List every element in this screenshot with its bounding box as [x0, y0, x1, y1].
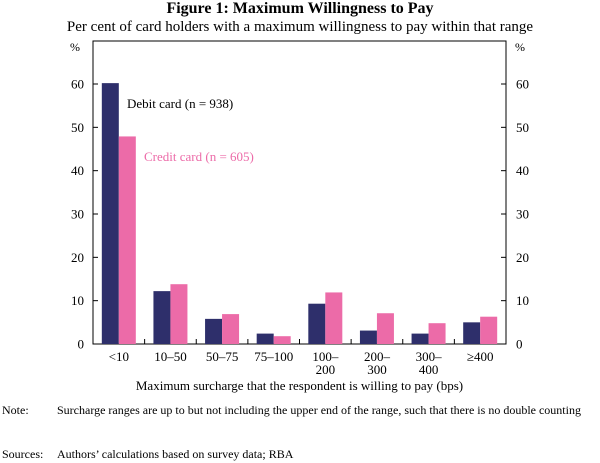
chart-title: Figure 1: Maximum Willingness to Pay	[166, 0, 434, 17]
x-tick-label: 200	[316, 362, 336, 377]
y-tick-label-right: 40	[516, 163, 529, 178]
y-unit-label-right: %	[515, 40, 525, 54]
bar-chart: 0 0 10 10 20 20 30 30 40 40 50 50 60 60% % <10 10–50 50–7…	[70, 40, 529, 393]
y-tick-label-right: 60	[516, 77, 529, 92]
note-label: Note:	[2, 403, 29, 417]
x-tick-label: 100–	[312, 349, 339, 364]
bar-credit-card	[222, 314, 240, 344]
bar-debit-card	[411, 333, 429, 344]
bar-credit-card	[170, 284, 188, 344]
y-tick-label-left: 30	[71, 207, 84, 222]
bar-credit-card	[118, 136, 136, 344]
x-tick-label: 200–	[364, 349, 391, 364]
bar-credit-card	[273, 336, 291, 344]
y-tick-label-left: 50	[71, 120, 84, 135]
y-tick-label-right: 30	[516, 207, 529, 222]
x-tick-label: 400	[419, 362, 439, 377]
bar-credit-card	[376, 313, 394, 344]
bar-debit-card	[153, 291, 171, 344]
y-tick-label-left: 40	[71, 163, 84, 178]
bar-debit-card	[359, 330, 377, 344]
bar-debit-card	[463, 322, 481, 344]
x-tick-label: 300	[367, 362, 387, 377]
x-tick-label: 300–	[416, 349, 443, 364]
y-tick-label-right: 20	[516, 250, 529, 265]
bar-debit-card	[308, 303, 326, 344]
bar-credit-card	[428, 323, 446, 344]
x-tick-label: 50–75	[206, 349, 239, 364]
bar-debit-card	[256, 333, 274, 344]
y-tick-label-left: 10	[71, 293, 84, 308]
note-text: Surcharge ranges are up to but not inclu…	[57, 403, 581, 417]
x-tick-label: 10–50	[154, 349, 187, 364]
sources-text: Authors’ calculations based on survey da…	[57, 447, 294, 461]
sources-label: Sources:	[2, 447, 44, 461]
chart-subtitle: Per cent of card holders with a maximum …	[66, 19, 534, 35]
bar-credit-card	[325, 292, 343, 344]
y-tick-label-left: 60	[71, 77, 84, 92]
bar-debit-card	[101, 83, 119, 344]
y-tick-label-right: 0	[516, 337, 523, 352]
x-tick-label: ≥400	[467, 349, 494, 364]
legend-debit-card: Debit card (n = 938)	[127, 96, 233, 111]
y-tick-label-left: 0	[78, 337, 85, 352]
x-tick-label: <10	[109, 349, 129, 364]
bar-credit-card	[480, 316, 498, 344]
y-unit-label-left: %	[70, 40, 80, 54]
y-tick-label-right: 10	[516, 293, 529, 308]
legend-credit-card: Credit card (n = 605)	[144, 149, 254, 164]
y-tick-label-left: 20	[71, 250, 84, 265]
x-tick-label: 75–100	[254, 349, 293, 364]
bar-debit-card	[205, 318, 223, 344]
y-tick-label-right: 50	[516, 120, 529, 135]
x-axis-label: Maximum surcharge that the respondent is…	[136, 378, 463, 393]
